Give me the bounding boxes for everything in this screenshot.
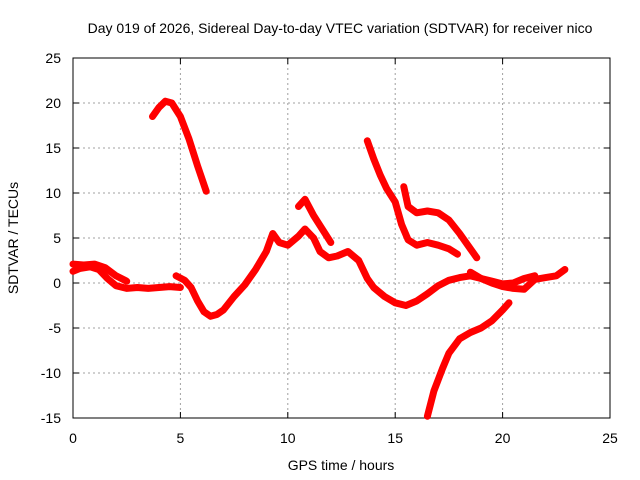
series-layer [69, 97, 569, 420]
series-line-arc-4 [295, 195, 335, 246]
x-axis-label: GPS time / hours [288, 457, 395, 473]
x-tick-label: 20 [495, 430, 511, 446]
series-line-arc-8 [69, 260, 131, 285]
y-tick-label: 20 [45, 95, 61, 111]
y-tick-label: 0 [53, 275, 61, 291]
y-tick-label: 5 [53, 230, 61, 246]
x-tick-label: 10 [280, 430, 296, 446]
y-tick-label: -10 [41, 365, 61, 381]
tick-layer [72, 57, 611, 419]
series-line-arc-3 [149, 97, 210, 195]
y-tick-label: -5 [49, 320, 62, 336]
y-tick-labels: -15 -10 -5 0 5 10 15 20 25 [41, 50, 61, 426]
series-line-arc-9 [466, 268, 539, 288]
y-tick-label: -15 [41, 410, 61, 426]
x-tick-label: 0 [69, 430, 77, 446]
y-tick-label: 25 [45, 50, 61, 66]
y-tick-label: 15 [45, 140, 61, 156]
grid-layer [73, 58, 610, 418]
series-line-arc-6 [400, 183, 481, 262]
series-line-arc-5 [363, 137, 461, 258]
x-tick-labels: 0 5 10 15 20 25 [69, 430, 618, 446]
x-tick-label: 25 [602, 430, 618, 446]
chart-title: Day 019 of 2026, Sidereal Day-to-day VTE… [88, 20, 593, 36]
series-line-arc-7 [423, 299, 513, 420]
x-tick-label: 15 [387, 430, 403, 446]
y-tick-label: 10 [45, 185, 61, 201]
x-tick-label: 5 [177, 430, 185, 446]
y-axis-label: SDTVAR / TECUs [5, 182, 21, 294]
